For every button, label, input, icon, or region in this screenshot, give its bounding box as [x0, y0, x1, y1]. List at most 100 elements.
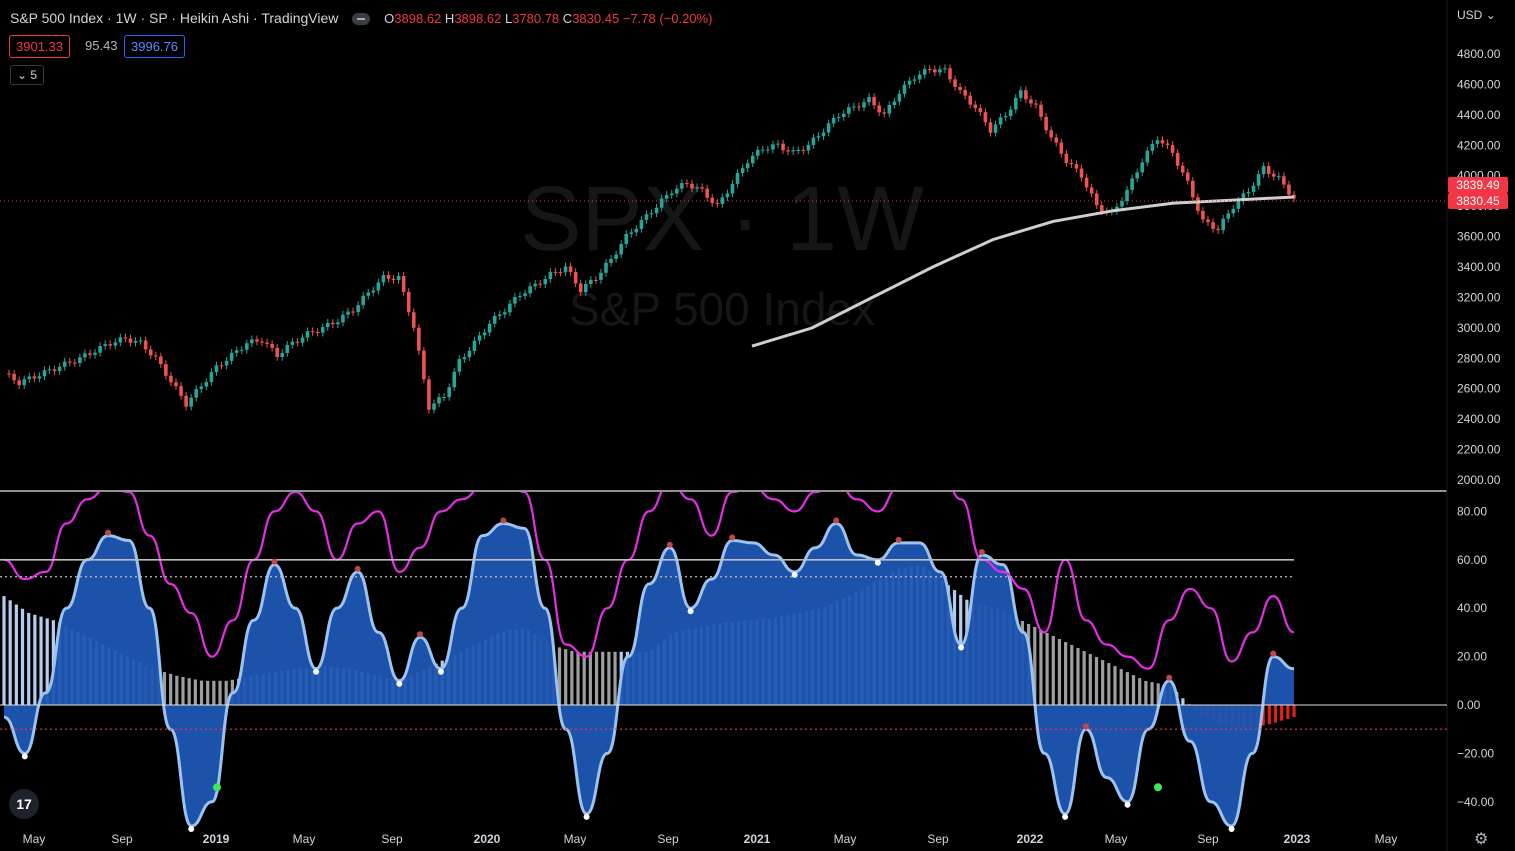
candle-body — [1185, 172, 1190, 181]
histogram-bar — [206, 680, 210, 705]
candle-body — [1246, 191, 1251, 194]
oscillator-tick-label: 40.00 — [1457, 601, 1487, 615]
candle-body — [761, 149, 765, 151]
buy-signal-dot — [188, 826, 195, 832]
candle-body — [184, 395, 188, 407]
time-axis-label: 2022 — [1017, 832, 1044, 846]
chart-header: S&P 500 Index · 1W · SP · Heikin Ashi · … — [10, 10, 712, 26]
candle-body — [432, 403, 436, 410]
candle-body — [644, 214, 649, 220]
sell-signal-dot — [1270, 650, 1277, 657]
candle-body — [159, 356, 163, 365]
candle-body — [675, 188, 679, 194]
histogram-bar — [181, 677, 185, 705]
candle-body — [1206, 219, 1210, 223]
candle-body — [867, 96, 871, 103]
moving-average-line — [751, 195, 1295, 348]
histogram-bar — [1039, 629, 1043, 705]
gear-icon[interactable]: ⚙ — [1474, 831, 1489, 848]
histogram-bar — [1057, 639, 1062, 705]
candle-body — [725, 193, 730, 198]
candle-body — [148, 349, 153, 356]
more-dots-icon[interactable] — [352, 13, 371, 26]
candle-body — [523, 293, 527, 296]
candle-body — [381, 275, 386, 283]
histogram-bar — [212, 680, 216, 705]
histogram-bar — [1131, 675, 1136, 705]
candle-body — [1008, 109, 1013, 117]
currency-selector[interactable]: USD ⌄ — [1457, 8, 1496, 22]
buy-signal-dot — [1124, 801, 1131, 808]
candle-body — [705, 188, 709, 198]
candle-body — [411, 312, 416, 328]
candle-body — [583, 283, 588, 293]
candle-body — [1054, 137, 1059, 143]
candle-body — [1029, 99, 1033, 104]
bid-price-button[interactable]: 3901.33 — [9, 35, 70, 58]
candle-body — [801, 149, 806, 151]
candle-body — [953, 79, 957, 87]
candle-body — [806, 144, 811, 151]
candle-body — [1084, 177, 1089, 188]
candle-body — [336, 322, 340, 325]
histogram-bar — [1181, 698, 1185, 705]
collapse-indicators-button[interactable]: ⌄ 5 — [10, 65, 45, 85]
price-tick-label: 4600.00 — [1457, 77, 1501, 91]
candle-body — [1221, 218, 1225, 231]
candle-body — [487, 323, 492, 333]
candle-body — [735, 172, 740, 184]
candle-body — [508, 303, 512, 313]
chevron-down-icon: ⌄ — [17, 68, 28, 82]
price-tick-label: 3600.00 — [1457, 230, 1501, 244]
candle-body — [452, 371, 457, 388]
candle-body — [826, 123, 831, 133]
candle-body — [811, 137, 816, 145]
candle-body — [1261, 166, 1266, 175]
histogram-bar — [1101, 660, 1105, 705]
candle-body — [533, 283, 537, 287]
buy-signal-dot — [583, 813, 590, 820]
histogram-bar — [1113, 666, 1117, 705]
histogram-bar — [1045, 632, 1049, 705]
buy-signal-dot — [1228, 826, 1235, 832]
candle-body — [897, 93, 902, 102]
candle-body — [437, 397, 441, 404]
candle-body — [816, 136, 821, 138]
time-axis-label: May — [1375, 832, 1398, 846]
histogram-bar — [1286, 705, 1290, 719]
histogram-bar — [1082, 651, 1086, 705]
candle-body — [745, 163, 750, 169]
candle-body — [917, 74, 922, 80]
candle-body — [1211, 222, 1215, 229]
oscillator-tick-label: 0.00 — [1457, 698, 1481, 712]
histogram-bar — [199, 680, 204, 705]
candle-body — [1039, 104, 1043, 117]
candle-body — [361, 295, 365, 306]
candle-body — [1003, 116, 1008, 118]
candle-body — [573, 272, 578, 284]
candle-body — [17, 380, 21, 386]
price-tick-label: 2000.00 — [1457, 473, 1501, 487]
chevron-down-icon: ⌄ — [1485, 8, 1496, 22]
candle-body — [1094, 193, 1099, 206]
candle-body — [831, 117, 836, 124]
candle-body — [877, 105, 881, 113]
oscillator-tick-label: 20.00 — [1457, 650, 1487, 664]
candle-body — [503, 312, 507, 315]
candle-body — [113, 342, 118, 346]
candle-body — [654, 207, 659, 214]
candle-body — [78, 357, 82, 363]
tradingview-logo-icon[interactable]: 17 — [9, 789, 39, 819]
histogram-bar — [1119, 669, 1123, 705]
candle-body — [295, 341, 300, 343]
candle-body — [1135, 172, 1139, 179]
candle-body — [841, 113, 846, 117]
candle-body — [406, 291, 411, 313]
candle-body — [882, 112, 887, 114]
candle-body — [634, 228, 639, 233]
symbol-title[interactable]: S&P 500 Index · 1W · SP · Heikin Ashi · … — [10, 10, 339, 26]
candle-body — [1241, 193, 1246, 201]
histogram-bar — [1094, 657, 1099, 705]
ask-price-button[interactable]: 3996.76 — [124, 35, 185, 58]
